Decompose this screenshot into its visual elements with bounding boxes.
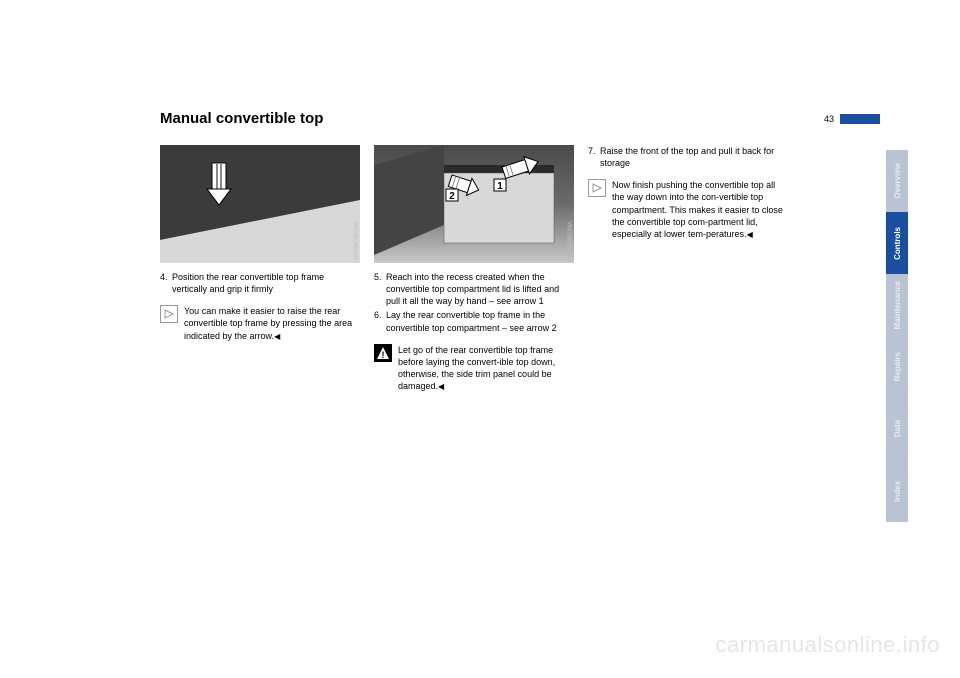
step-number: 4. <box>160 271 172 295</box>
page-number: 43 <box>824 114 834 124</box>
end-marker-icon: ◀ <box>747 230 753 239</box>
page-header: Manual convertible top 43 <box>160 110 880 127</box>
step-list: 5. Reach into the recess created when th… <box>374 271 574 334</box>
list-item: 4. Position the rear convertible top fra… <box>160 271 360 295</box>
svg-text:2: 2 <box>449 191 455 202</box>
step-text: Position the rear convertible top frame … <box>172 271 360 295</box>
note-text: You can make it easier to raise the rear… <box>184 305 360 342</box>
end-marker-icon: ◀ <box>438 382 444 391</box>
watermark: carmanualsonline.info <box>715 632 940 658</box>
note-icon <box>160 305 178 323</box>
page-bar-icon <box>840 114 880 124</box>
column-1: MV0567BCMA 4. Position the rear converti… <box>160 145 360 393</box>
warning-text: Let go of the rear convertible top frame… <box>398 344 574 393</box>
step-list: 4. Position the rear convertible top fra… <box>160 271 360 295</box>
tab-controls[interactable]: Controls <box>886 212 908 274</box>
column-1-body: 4. Position the rear convertible top fra… <box>160 271 360 342</box>
note-block: Now finish pushing the convertible top a… <box>588 179 788 240</box>
note-block: You can make it easier to raise the rear… <box>160 305 360 342</box>
step-text: Reach into the recess created when the c… <box>386 271 574 307</box>
column-2-body: 5. Reach into the recess created when th… <box>374 271 574 393</box>
column-2: 1 2 MV0568BCMA 5. Reach into the <box>374 145 574 393</box>
svg-text:1: 1 <box>497 181 503 192</box>
step-text: Raise the front of the top and pull it b… <box>600 145 788 169</box>
figure-arrow-press: MV0567BCMA <box>160 145 360 263</box>
tab-index[interactable]: Index <box>886 460 908 522</box>
list-item: 5. Reach into the recess created when th… <box>374 271 574 307</box>
tab-overview[interactable]: Overview <box>886 150 908 212</box>
figure-credit: MV0567BCMA <box>353 221 360 261</box>
list-item: 7. Raise the front of the top and pull i… <box>588 145 788 169</box>
note-text: Now finish pushing the convertible top a… <box>612 179 788 240</box>
figure-arrows-1-2: 1 2 MV0568BCMA <box>374 145 574 263</box>
side-tabs: Overview Controls Maintenance Repairs Da… <box>886 150 908 522</box>
content-columns: MV0567BCMA 4. Position the rear converti… <box>160 145 880 393</box>
warning-icon: ! <box>374 344 392 362</box>
warning-block: ! Let go of the rear convertible top fra… <box>374 344 574 393</box>
figure-credit: MV0568BCMA <box>567 221 574 261</box>
tab-data[interactable]: Data <box>886 398 908 460</box>
step-number: 6. <box>374 309 386 333</box>
list-item: 6. Lay the rear convertible top frame in… <box>374 309 574 333</box>
end-marker-icon: ◀ <box>274 332 280 341</box>
step-number: 7. <box>588 145 600 169</box>
note-icon <box>588 179 606 197</box>
step-list: 7. Raise the front of the top and pull i… <box>588 145 788 169</box>
tab-maintenance[interactable]: Maintenance <box>886 274 908 336</box>
tab-repairs[interactable]: Repairs <box>886 336 908 398</box>
step-text: Lay the rear convertible top frame in th… <box>386 309 574 333</box>
step-number: 5. <box>374 271 386 307</box>
manual-page: Manual convertible top 43 MV0567BCMA <box>160 110 880 393</box>
column-3: 7. Raise the front of the top and pull i… <box>588 145 788 393</box>
page-title: Manual convertible top <box>160 110 824 127</box>
svg-text:!: ! <box>382 350 385 360</box>
